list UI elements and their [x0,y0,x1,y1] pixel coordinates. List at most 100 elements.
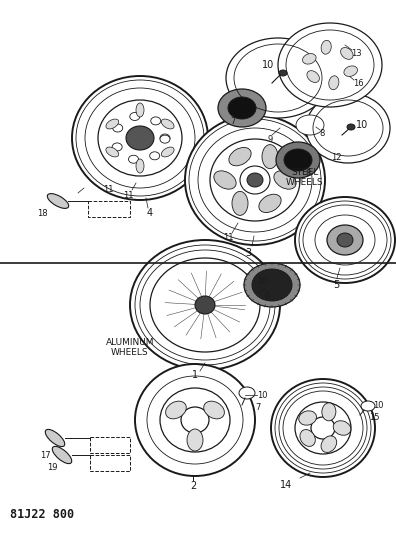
Ellipse shape [278,23,382,107]
Ellipse shape [187,429,203,451]
Text: 10: 10 [356,120,368,130]
Ellipse shape [303,54,316,64]
Ellipse shape [130,240,280,370]
Ellipse shape [106,119,119,129]
Ellipse shape [126,126,154,150]
Text: 13: 13 [351,49,361,58]
Text: 8: 8 [319,128,325,138]
Ellipse shape [337,233,353,247]
Ellipse shape [130,112,140,120]
Text: 7: 7 [255,403,261,413]
Ellipse shape [72,76,208,200]
Ellipse shape [98,100,182,176]
Ellipse shape [329,76,339,90]
Text: 11: 11 [223,233,233,243]
Ellipse shape [228,97,256,119]
Ellipse shape [160,388,230,452]
Text: 5: 5 [333,280,339,290]
Ellipse shape [262,144,278,168]
Ellipse shape [47,193,69,208]
Ellipse shape [296,115,324,135]
Text: 11: 11 [123,190,133,199]
Text: 6: 6 [264,290,270,300]
Ellipse shape [276,142,320,178]
Ellipse shape [361,401,375,411]
Ellipse shape [106,147,119,157]
Ellipse shape [321,41,331,54]
Text: 81J22 800: 81J22 800 [10,508,74,521]
Text: 10: 10 [373,400,383,409]
Ellipse shape [210,139,300,221]
Text: 1: 1 [192,370,198,380]
Ellipse shape [311,417,335,439]
Text: 8: 8 [305,168,311,177]
Text: 10: 10 [262,60,274,70]
Text: 7: 7 [230,117,236,125]
Ellipse shape [135,364,255,476]
Ellipse shape [112,143,122,151]
Text: 17: 17 [40,450,50,459]
Ellipse shape [341,47,353,59]
Ellipse shape [307,71,320,83]
Ellipse shape [52,447,72,464]
Ellipse shape [151,117,161,125]
Ellipse shape [239,387,255,399]
Ellipse shape [232,191,248,215]
Ellipse shape [344,66,358,76]
Ellipse shape [204,401,225,419]
Text: 19: 19 [47,464,57,472]
Ellipse shape [347,124,355,130]
Ellipse shape [327,225,363,255]
Ellipse shape [160,135,170,143]
Text: 11: 11 [103,185,113,195]
Ellipse shape [229,148,251,166]
Ellipse shape [244,263,300,307]
Ellipse shape [259,194,281,213]
Ellipse shape [166,401,186,419]
Text: 10: 10 [257,391,267,400]
Ellipse shape [322,403,336,421]
Text: 14: 14 [280,480,292,490]
Ellipse shape [247,173,263,187]
Ellipse shape [150,152,160,160]
Ellipse shape [284,149,312,171]
Ellipse shape [295,402,351,454]
Ellipse shape [252,269,292,301]
Text: 15: 15 [369,414,379,423]
Text: 9: 9 [267,135,272,144]
Ellipse shape [240,166,270,194]
Ellipse shape [161,147,174,157]
Ellipse shape [226,38,330,118]
Ellipse shape [129,155,139,163]
Ellipse shape [333,421,351,435]
Ellipse shape [214,171,236,189]
Text: 18: 18 [37,208,47,217]
Ellipse shape [113,124,123,132]
Ellipse shape [195,296,215,314]
Text: ALUMINUM
WHEELS: ALUMINUM WHEELS [106,338,154,358]
Ellipse shape [295,197,395,283]
Text: 10: 10 [257,277,267,286]
Ellipse shape [321,436,337,453]
Text: 16: 16 [353,78,363,87]
Ellipse shape [306,93,390,163]
Ellipse shape [279,70,287,76]
Text: STEEL
WHEELS: STEEL WHEELS [286,168,324,188]
Ellipse shape [181,407,209,433]
Text: 4: 4 [147,208,153,218]
Text: 12: 12 [331,154,341,163]
Ellipse shape [160,134,170,142]
Text: 3: 3 [245,248,251,258]
Ellipse shape [271,379,375,477]
Ellipse shape [150,258,260,352]
Ellipse shape [136,103,144,117]
Ellipse shape [185,115,325,245]
Ellipse shape [300,430,315,447]
Ellipse shape [136,159,144,173]
Ellipse shape [299,411,316,425]
Ellipse shape [45,430,65,447]
Text: 2: 2 [190,481,196,491]
Ellipse shape [161,119,174,129]
Ellipse shape [274,171,296,189]
Ellipse shape [218,89,266,127]
